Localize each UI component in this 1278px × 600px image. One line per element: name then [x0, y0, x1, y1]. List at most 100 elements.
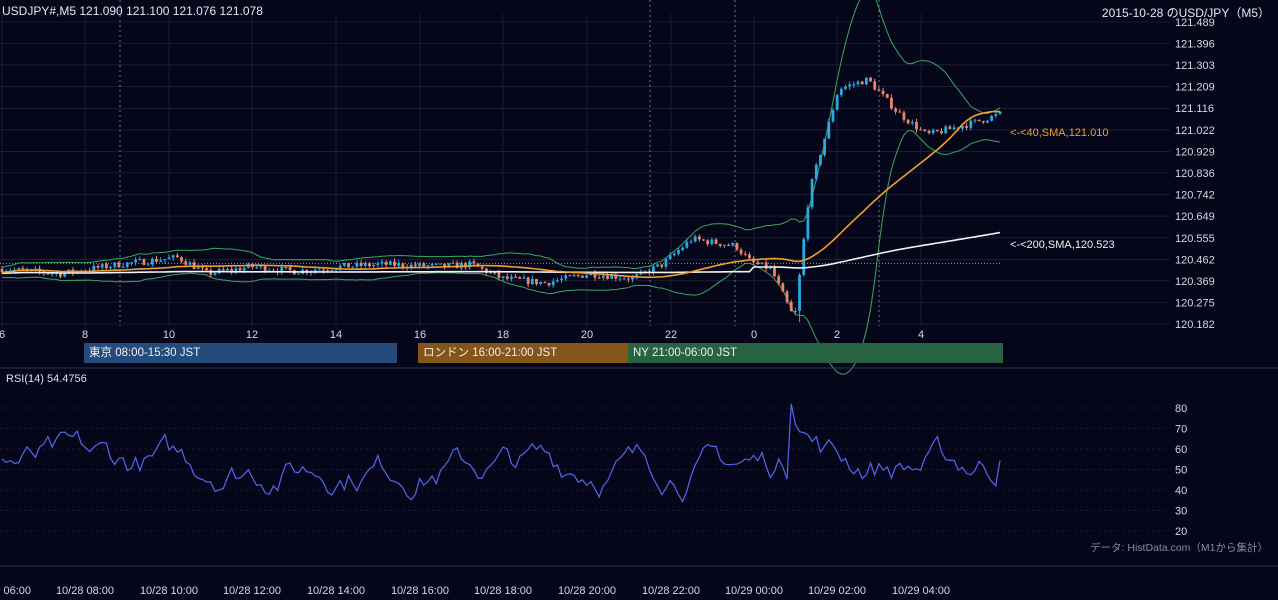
candle-body: [121, 266, 125, 268]
price-tick-label: 120.555: [1175, 233, 1215, 245]
candle-body: [923, 129, 927, 131]
candle-body: [142, 259, 146, 265]
candle-body: [618, 278, 622, 280]
candle-body: [835, 95, 839, 110]
candle-body: [610, 275, 614, 279]
hour-tick-label: 2: [834, 329, 840, 341]
candle-body: [731, 243, 735, 246]
candle-body: [317, 269, 321, 271]
hour-tick-label: 4: [918, 329, 924, 341]
candle-body: [940, 131, 943, 134]
candle-body: [368, 263, 371, 267]
candle-body: [196, 267, 200, 269]
hour-tick-label: 16: [414, 329, 426, 341]
candle-body: [297, 273, 300, 275]
candle-body: [380, 261, 384, 264]
candle-body: [798, 274, 801, 311]
candle-body: [768, 267, 772, 269]
candle-body: [986, 120, 989, 123]
candle-body: [631, 276, 634, 280]
candle-body: [890, 97, 893, 109]
rsi-tick-label: 20: [1175, 526, 1187, 538]
candle-body: [96, 265, 100, 268]
candle-body: [539, 282, 543, 285]
candle-body: [576, 275, 580, 277]
candle-body: [664, 259, 668, 267]
candle-body: [944, 126, 948, 134]
candle-body: [59, 272, 62, 277]
price-tick-label: 120.369: [1175, 276, 1215, 288]
session-london: ロンドン 16:00-21:00 JST: [418, 343, 628, 363]
candle-body: [994, 114, 998, 116]
candle-body: [935, 129, 939, 132]
candle-body: [184, 261, 188, 265]
candle-body: [263, 265, 267, 272]
candle-body: [910, 121, 914, 124]
hour-tick-label: 8: [82, 329, 88, 341]
candle-body: [973, 119, 977, 121]
candle-body: [873, 81, 877, 90]
price-tick-label: 121.303: [1175, 60, 1215, 72]
candle-body: [685, 241, 689, 248]
candle-body: [155, 258, 158, 262]
candle-body: [626, 278, 630, 280]
candle-body: [915, 121, 918, 130]
rsi-series: [1, 403, 1001, 503]
candle-body: [493, 272, 497, 274]
session-ny: NY 21:00-06:00 JST: [628, 343, 1003, 363]
candle-body: [927, 130, 931, 133]
candle-body: [518, 276, 522, 279]
hour-tick-label: 10: [163, 329, 175, 341]
candle-body: [885, 93, 889, 98]
candle-body: [823, 138, 827, 156]
candle-body: [409, 264, 413, 269]
hour-tick-label: 14: [330, 329, 342, 341]
hour-tick-label: 20: [581, 329, 593, 341]
candle-body: [259, 265, 263, 268]
candle-body: [109, 266, 112, 269]
candle-body: [764, 262, 768, 269]
candle-body: [689, 241, 693, 243]
time-tick-label: 10/28 20:00: [558, 585, 616, 597]
candle-body: [468, 261, 472, 268]
candle-body: [130, 262, 133, 264]
candle-body: [376, 263, 380, 265]
candle-body: [171, 255, 175, 258]
price-tick-label: 120.275: [1175, 298, 1215, 310]
candle-body: [288, 267, 292, 271]
candle-body: [551, 281, 555, 286]
candle-body: [280, 266, 284, 273]
candle-body: [814, 164, 818, 180]
rsi-line: [1, 403, 1001, 503]
candle-body: [635, 274, 639, 277]
candle-body: [501, 276, 505, 278]
rsi-tick-label: 60: [1175, 444, 1187, 456]
time-axis: 10/28 06:00 10/28 08:00 10/28 10:00 10/28 1…: [0, 585, 950, 597]
candle-body: [330, 270, 334, 272]
candle-body: [426, 265, 430, 267]
candle-body: [572, 275, 576, 277]
candle-body: [773, 267, 776, 277]
candle-body: [756, 262, 760, 264]
candle-body: [660, 264, 664, 267]
candle-body: [359, 262, 363, 267]
candle-body: [480, 266, 484, 269]
candle-body: [313, 269, 317, 272]
candle-body: [981, 121, 985, 123]
candle-body: [848, 84, 852, 87]
candle-body: [969, 120, 973, 128]
candle-body: [735, 243, 739, 250]
price-grid: [0, 0, 1170, 326]
candle-body: [597, 277, 601, 279]
candle-body: [961, 126, 964, 129]
candle-body: [175, 255, 179, 258]
candle-body: [0, 269, 4, 273]
candle-body: [710, 239, 714, 245]
rsi-title: RSI(14) 54.4756: [6, 373, 87, 385]
sma40-label: <-<40,SMA,121.010: [1010, 127, 1109, 139]
hour-tick-label: 22: [665, 329, 677, 341]
candle-body: [748, 254, 751, 259]
candle-body: [656, 264, 659, 267]
candle-body: [739, 249, 743, 254]
